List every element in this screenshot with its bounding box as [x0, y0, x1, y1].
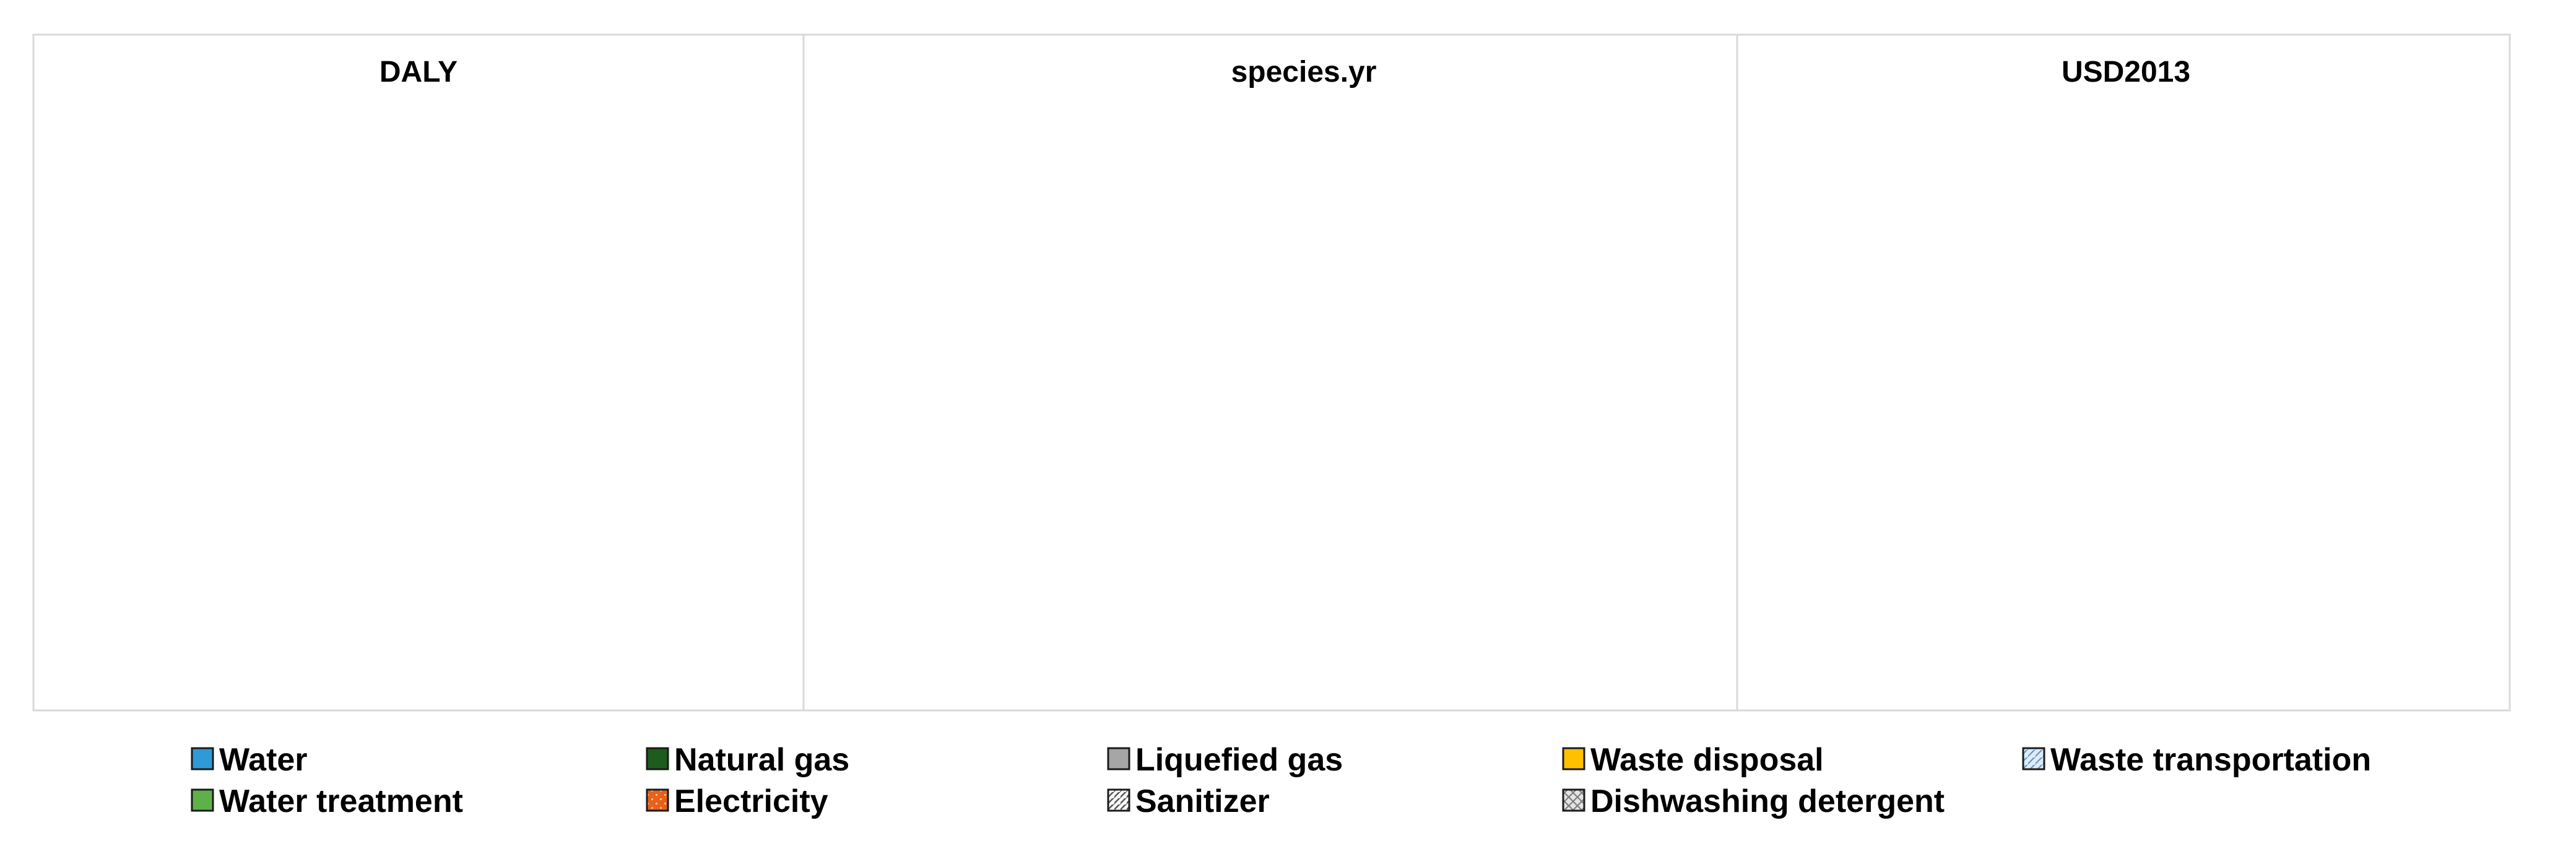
legend-swatch	[191, 747, 214, 770]
legend-label: Natural gas	[674, 742, 849, 778]
legend-label: Dishwashing detergent	[1590, 783, 1945, 819]
legend-item: Liquefied gas	[1107, 742, 1343, 778]
legend: Water Natural gas Liquefied gas Waste dispo…	[191, 742, 2371, 819]
legend-item: Waste disposal	[1562, 742, 1824, 778]
legend-swatch	[1107, 788, 1130, 812]
panel-title: species.yr	[1231, 56, 1377, 88]
legend-swatch	[2022, 747, 2045, 770]
legend-swatch	[191, 788, 214, 812]
legend-label: Sanitizer	[1135, 783, 1270, 819]
legend-label: Water treatment	[219, 783, 463, 819]
legend-item: Dishwashing detergent	[1562, 783, 1945, 819]
legend-label: Waste disposal	[1590, 742, 1824, 778]
legend-label: Liquefied gas	[1135, 742, 1343, 778]
legend-swatch	[1562, 788, 1585, 812]
legend-item: Natural gas	[646, 742, 849, 778]
legend-swatch	[1562, 747, 1585, 770]
chart-area-border	[32, 33, 2511, 712]
panel-daly: DALY	[379, 56, 458, 88]
legend-label: Waste transportation	[2050, 742, 2371, 778]
legend-swatch	[646, 747, 669, 770]
legend-swatch	[646, 788, 669, 812]
legend-item: Water treatment	[191, 783, 463, 819]
panel-title: DALY	[379, 56, 458, 88]
legend-label: Water	[219, 742, 308, 778]
panel-title: USD2013	[2062, 56, 2190, 88]
panel-usd2013: USD2013	[2062, 56, 2190, 88]
legend-item: Sanitizer	[1107, 783, 1270, 819]
legend-swatch	[1107, 747, 1130, 770]
panel-species-yr: species.yr	[1231, 56, 1377, 88]
legend-label: Electricity	[674, 783, 828, 819]
legend-item: Waste transportation	[2022, 742, 2371, 778]
legend-item: Water	[191, 742, 308, 778]
legend-item: Electricity	[646, 783, 828, 819]
